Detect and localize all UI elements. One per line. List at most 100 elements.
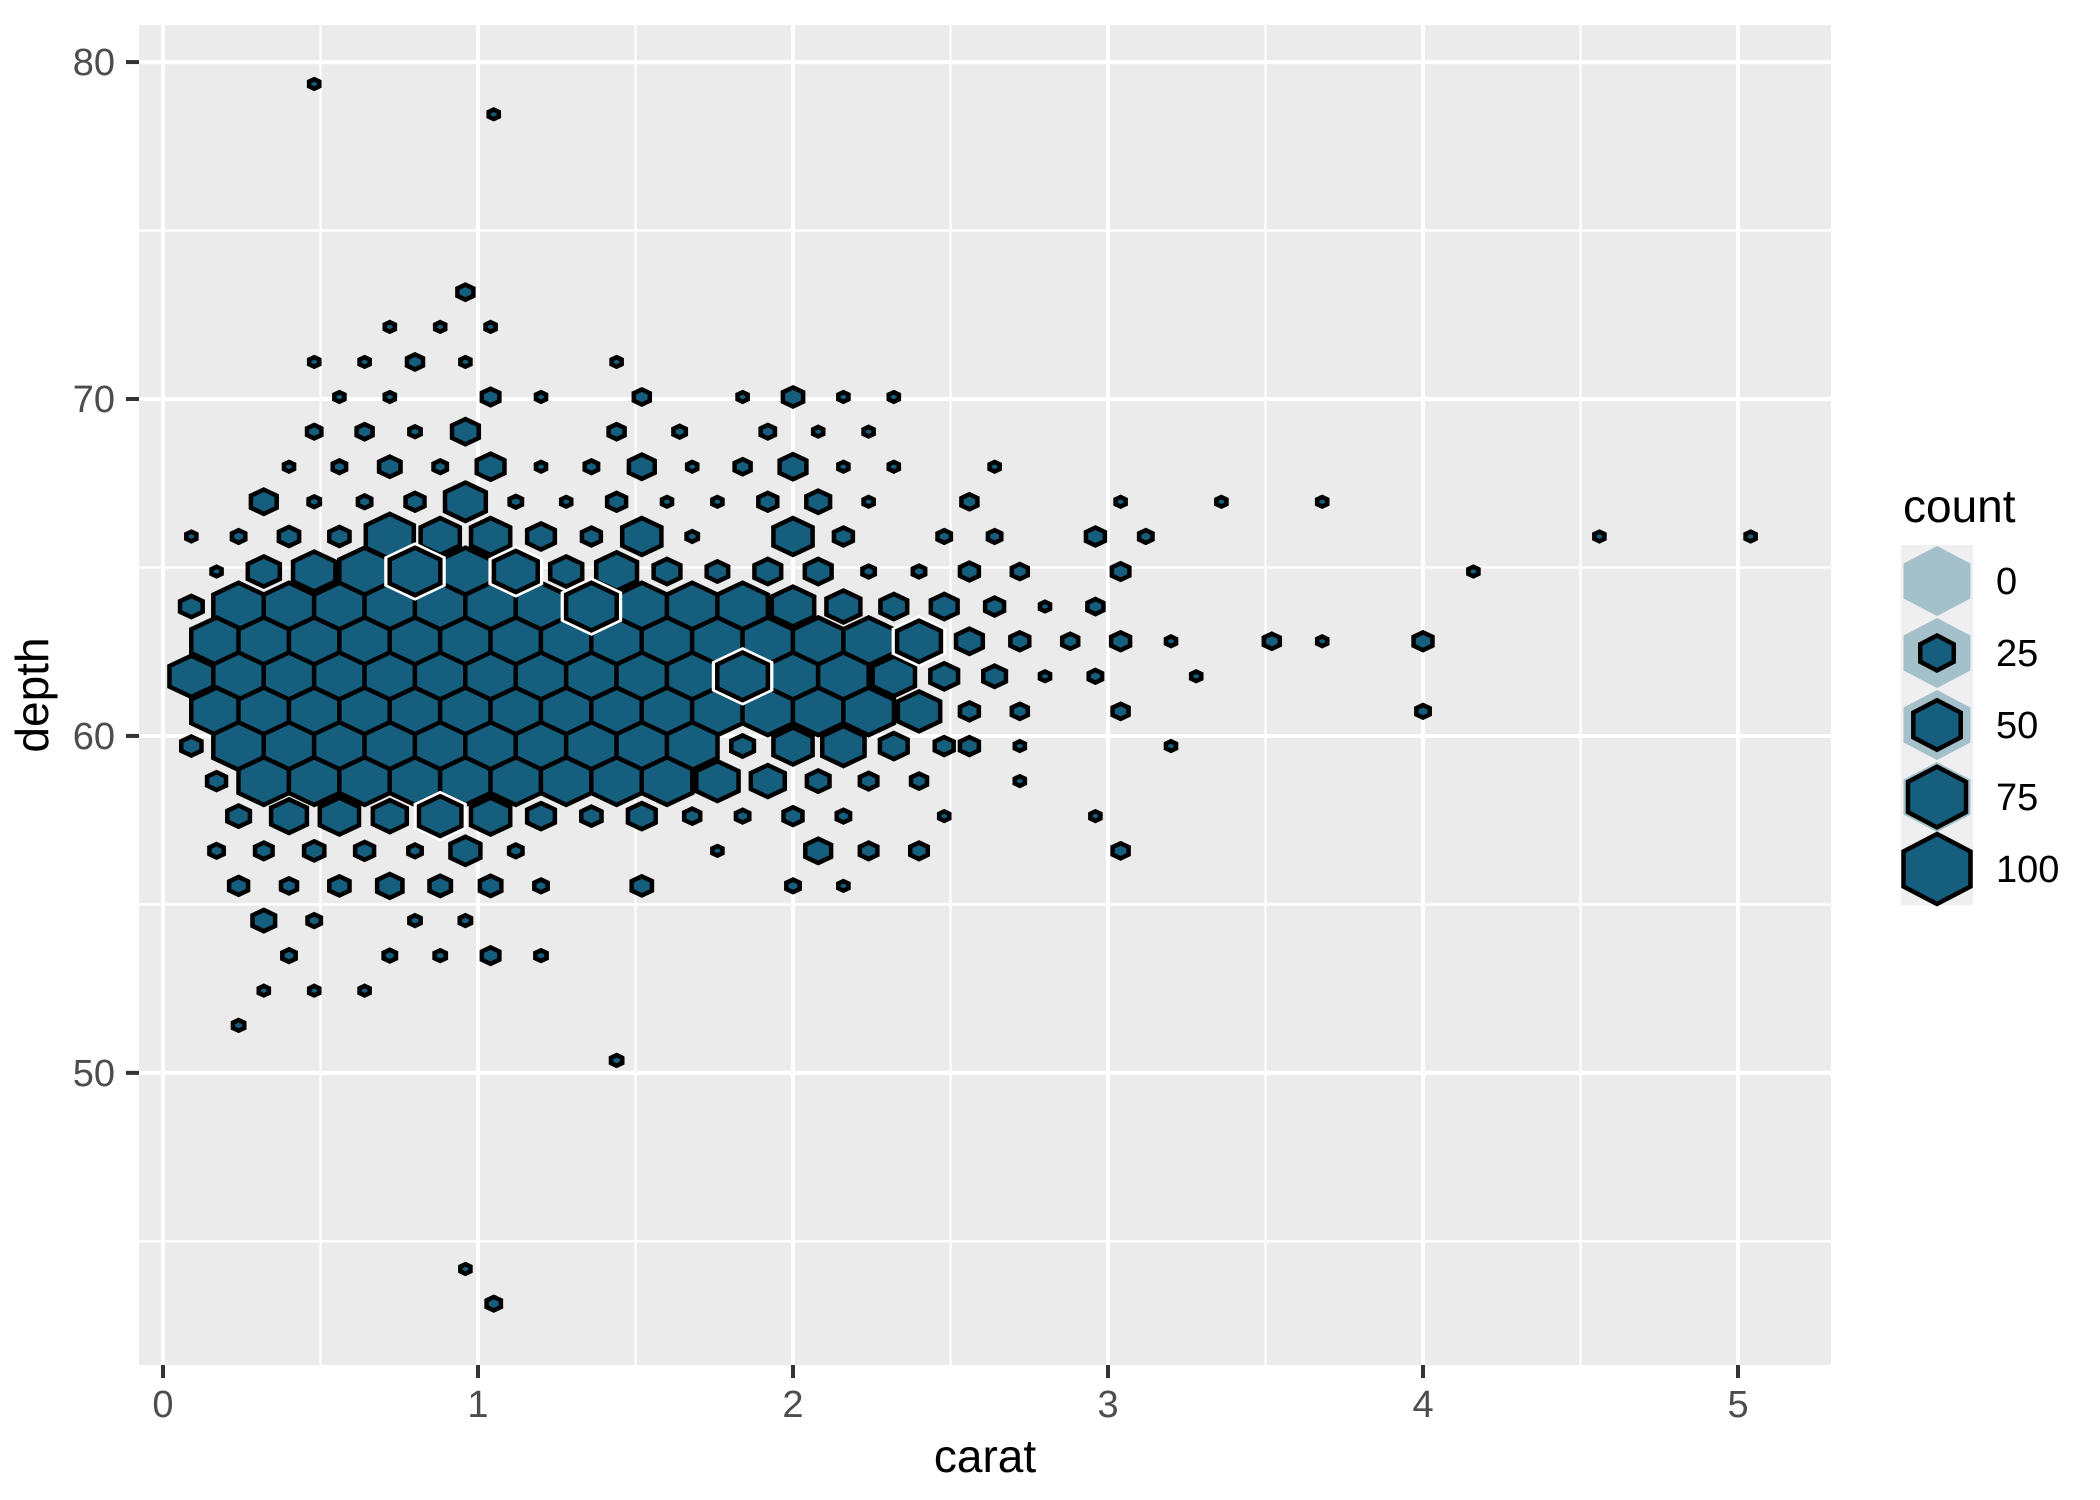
hexbin-cell bbox=[352, 839, 377, 863]
legend-value-label: 75 bbox=[1996, 777, 2038, 819]
hexbin-cell bbox=[280, 946, 298, 965]
hexbin-cell bbox=[177, 593, 205, 620]
hexbin-cell bbox=[810, 424, 826, 439]
hexbin-cell bbox=[877, 730, 910, 762]
axis-labels: 0 1 2 3 4 5 50 60 70 80 bbox=[73, 42, 1749, 1426]
hexbin-cell bbox=[804, 767, 832, 795]
hexbin-cell bbox=[659, 494, 675, 510]
legend-key-hex-background bbox=[1903, 546, 1971, 616]
hexbin-cell bbox=[458, 354, 473, 370]
hexbin-cell bbox=[1109, 560, 1132, 583]
hexbin-cell bbox=[558, 494, 574, 510]
legend-value-label: 0 bbox=[1996, 561, 2017, 603]
hexbin-cell bbox=[756, 490, 780, 514]
hexbin-cell bbox=[327, 873, 352, 898]
hexbin-cell bbox=[886, 459, 902, 474]
hexbin-cell bbox=[252, 840, 275, 862]
hexbin-cell bbox=[407, 912, 423, 929]
hexbin-cell bbox=[625, 800, 658, 832]
hexbin-cell bbox=[427, 873, 454, 899]
hexbin-cell bbox=[230, 1017, 247, 1034]
y-tick-label: 50 bbox=[73, 1053, 115, 1095]
y-tick-label: 80 bbox=[73, 42, 115, 84]
hexbin-cell bbox=[684, 528, 701, 545]
hexbin-cell bbox=[442, 480, 489, 524]
hexbin-cell bbox=[486, 107, 502, 122]
hexbin-cell bbox=[1085, 596, 1106, 617]
hexbin-cell bbox=[928, 660, 961, 692]
hexbin-cell bbox=[1009, 701, 1031, 722]
legend-value-label: 50 bbox=[1996, 705, 2038, 747]
hexbin-cell bbox=[780, 384, 806, 409]
legend-key-hex-size bbox=[1901, 831, 1973, 907]
hexbin-cell bbox=[286, 754, 342, 808]
hexbin-cell bbox=[178, 734, 204, 759]
hexbin-cell bbox=[895, 688, 943, 734]
hexbin-layer bbox=[167, 76, 1758, 1313]
hexbin-cell bbox=[982, 595, 1007, 618]
hexbin-cell bbox=[819, 723, 867, 769]
hexbin-cell bbox=[207, 841, 226, 861]
legend: count 0 25 50 75 100 bbox=[1901, 480, 2059, 907]
hexbin-cell bbox=[281, 459, 297, 474]
hexbin-cell bbox=[547, 553, 585, 590]
hexbin-cell bbox=[733, 807, 752, 825]
hexbin-cell bbox=[458, 1261, 473, 1277]
x-tick-label: 3 bbox=[1097, 1384, 1118, 1426]
y-axis-title: depth bbox=[6, 637, 58, 752]
hexbin-cell bbox=[355, 492, 374, 511]
x-tick-label: 1 bbox=[467, 1384, 488, 1426]
hexbin-cell bbox=[1314, 634, 1330, 649]
hexbin-cell bbox=[1059, 631, 1081, 652]
hexbin-cell bbox=[354, 421, 375, 442]
hexbin-cell bbox=[250, 907, 278, 934]
hexbin-cell bbox=[538, 754, 594, 808]
hexbin-cell bbox=[953, 626, 986, 657]
hexbin-cell bbox=[474, 451, 507, 483]
hexbin-cell bbox=[1136, 527, 1155, 546]
hexbin-cell bbox=[681, 806, 703, 827]
hexbin-cell bbox=[769, 584, 817, 629]
x-tick-label: 5 bbox=[1727, 1384, 1748, 1426]
hexbin-cell bbox=[710, 494, 725, 510]
hexbin-cell bbox=[533, 459, 549, 474]
hexbin-cell bbox=[479, 944, 502, 967]
hexbin-cell bbox=[507, 493, 525, 511]
legend-key-hex-size bbox=[1918, 632, 1956, 674]
hexbin-cell bbox=[935, 527, 954, 546]
x-tick-label: 2 bbox=[782, 1384, 803, 1426]
x-tick-label: 4 bbox=[1412, 1384, 1433, 1426]
hexbin-cell bbox=[404, 351, 426, 372]
hexbin-cell bbox=[374, 871, 405, 901]
hexbin-cell bbox=[248, 487, 279, 517]
hexbin-cell bbox=[908, 771, 930, 792]
hexbin-cell bbox=[758, 422, 778, 441]
hexbin-cell bbox=[936, 808, 952, 824]
hexbin-cell bbox=[357, 354, 372, 370]
hexbin-cell bbox=[432, 319, 448, 335]
hexbin-cell bbox=[671, 423, 689, 440]
hexbin-cell bbox=[406, 842, 424, 860]
hexbin-cell bbox=[184, 529, 199, 544]
hexbin-cell bbox=[448, 834, 483, 868]
hexbin-cell bbox=[777, 451, 809, 482]
hexbin-cell bbox=[928, 591, 960, 622]
hexbin-cell bbox=[1214, 494, 1229, 510]
hexbin-cell bbox=[609, 354, 624, 370]
hexbin-cell bbox=[1592, 529, 1607, 544]
hexbin-cell bbox=[268, 796, 310, 836]
hexbin-cell bbox=[957, 699, 982, 723]
hexbin-cell bbox=[781, 804, 805, 828]
hexbin-cell bbox=[332, 389, 347, 405]
hexbin-cell bbox=[533, 947, 549, 964]
hexbin-cell bbox=[416, 793, 464, 839]
hexbin-cell bbox=[870, 653, 918, 699]
legend-key-hex-size bbox=[1905, 764, 1969, 830]
hexbin-cell bbox=[987, 459, 1002, 474]
hexbin-cell bbox=[468, 795, 513, 838]
hexbin-cell bbox=[387, 545, 443, 598]
hexbin-cell bbox=[957, 734, 982, 758]
hexbin-cell bbox=[1163, 634, 1179, 649]
